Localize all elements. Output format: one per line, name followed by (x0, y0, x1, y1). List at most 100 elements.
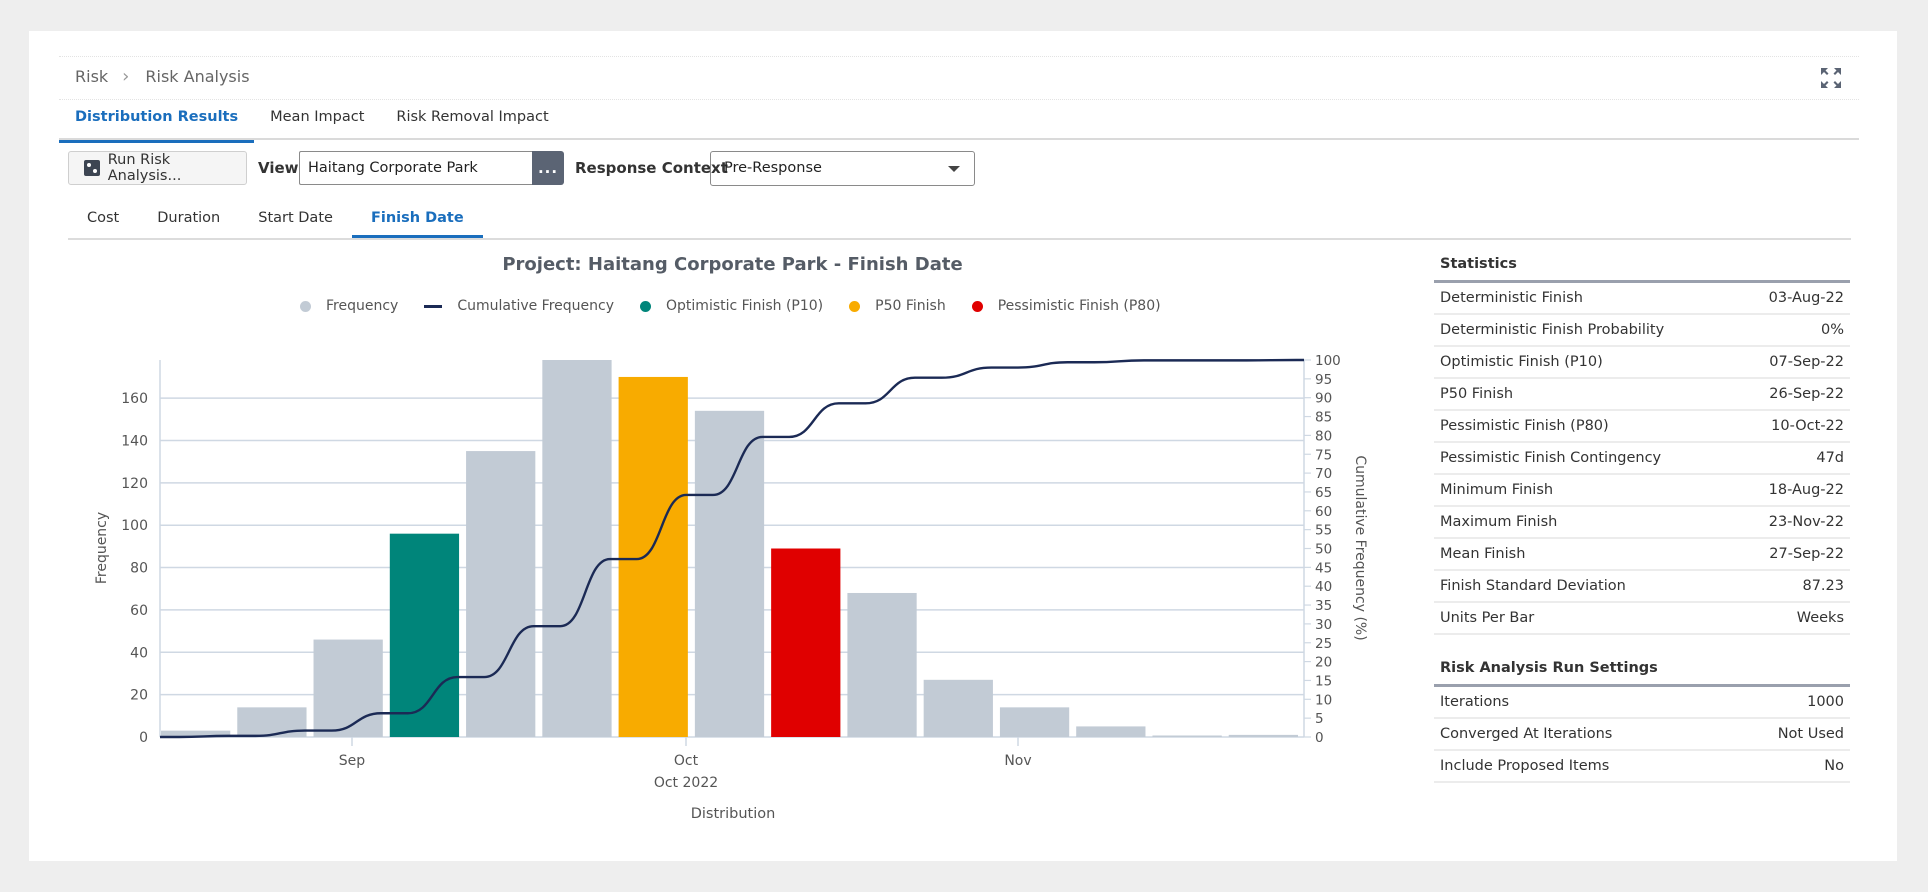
stat-value: 87.23 (1802, 578, 1844, 594)
dice-icon (84, 160, 100, 176)
stat-row: Include Proposed Items No (1434, 751, 1850, 783)
stat-row: Pessimistic Finish Contingency 47d (1434, 443, 1850, 475)
response-context-select[interactable]: Pre-Response (710, 151, 975, 186)
stat-row: Minimum Finish 18-Aug-22 (1434, 475, 1850, 507)
stat-row: Pessimistic Finish (P80) 10-Oct-22 (1434, 411, 1850, 443)
stat-label: Deterministic Finish (1440, 290, 1583, 306)
stat-row: Iterations 1000 (1434, 687, 1850, 719)
legend-label: Cumulative Frequency (457, 298, 615, 314)
bar-freq[interactable] (694, 410, 765, 737)
stat-row: Finish Standard Deviation 87.23 (1434, 571, 1850, 603)
stat-row: Optimistic Finish (P10) 07-Sep-22 (1434, 347, 1850, 379)
run-risk-analysis-label: Run Risk Analysis... (107, 152, 182, 184)
stat-value: 27-Sep-22 (1769, 546, 1844, 562)
statistics-title: Statistics (1434, 256, 1850, 283)
caret-down-icon (948, 166, 960, 172)
view-input[interactable]: Haitang Corporate Park (299, 151, 532, 185)
response-context-label: Response Context (575, 159, 728, 177)
bar-p50[interactable] (618, 376, 688, 737)
stat-row: Maximum Finish 23-Nov-22 (1434, 507, 1850, 539)
stat-value: 18-Aug-22 (1768, 482, 1844, 498)
run-settings-title: Risk Analysis Run Settings (1434, 660, 1850, 687)
tab-distribution-results[interactable]: Distribution Results (59, 104, 255, 143)
bar-freq[interactable] (999, 707, 1070, 737)
subtab-cost[interactable]: Cost (87, 210, 120, 226)
stat-value: Not Used (1777, 726, 1844, 742)
legend-frequency[interactable]: Frequency (300, 298, 398, 314)
stat-row: Deterministic Finish Probability 0% (1434, 315, 1850, 347)
bar-freq[interactable] (237, 707, 307, 737)
bar-p10[interactable] (389, 533, 460, 737)
fullscreen-arrows-icon (1821, 68, 1841, 88)
stat-value: 07-Sep-22 (1769, 354, 1844, 370)
stat-value: 03-Aug-22 (1768, 290, 1844, 306)
chart-legend: Frequency Cumulative Frequency Optimisti… (300, 298, 1187, 314)
stat-value: 1000 (1807, 694, 1844, 710)
bar-freq[interactable] (1152, 735, 1222, 738)
run-risk-analysis-button[interactable]: Run Risk Analysis... (68, 151, 247, 185)
bar-freq[interactable] (466, 451, 536, 737)
metric-tabs: Cost Duration Start Date Finish Date (68, 204, 483, 239)
bar-freq[interactable] (923, 679, 993, 737)
chevron-right-icon: › (122, 66, 130, 87)
circle-icon (849, 300, 861, 312)
stat-label: Minimum Finish (1440, 482, 1554, 498)
divider (59, 56, 1859, 57)
breadcrumb: Risk › Risk Analysis (75, 66, 250, 87)
stat-label: Mean Finish (1440, 546, 1526, 562)
response-context-value: Pre-Response (724, 160, 822, 176)
subtab-duration[interactable]: Duration (157, 210, 221, 226)
run-settings-table: Risk Analysis Run Settings Iterations 100… (1434, 660, 1850, 783)
tabs-divider (59, 138, 1859, 140)
breadcrumb-risk[interactable]: Risk (75, 67, 109, 86)
subtab-finish-date[interactable]: Finish Date (351, 204, 483, 239)
bar-freq[interactable] (1228, 734, 1298, 737)
chart-title: Project: Haitang Corporate Park - Finish… (502, 254, 963, 275)
stat-row: Converged At Iterations Not Used (1434, 719, 1850, 751)
divider (59, 99, 1859, 100)
circle-icon (300, 300, 311, 312)
legend-optimistic-finish[interactable]: Optimistic Finish (P10) (640, 298, 823, 314)
stat-label: P50 Finish (1440, 386, 1514, 402)
stat-row: Mean Finish 27-Sep-22 (1434, 539, 1850, 571)
stat-label: Units Per Bar (1440, 610, 1535, 626)
expand-icon[interactable] (1819, 66, 1843, 90)
stat-label: Maximum Finish (1440, 514, 1558, 530)
subtabs-divider (68, 238, 1851, 240)
legend-cumulative-frequency[interactable]: Cumulative Frequency (424, 298, 614, 314)
stat-value: No (1824, 758, 1844, 774)
stat-value: 26-Sep-22 (1769, 386, 1844, 402)
subtab-start-date[interactable]: Start Date (258, 210, 333, 226)
view-browse-button[interactable]: ... (532, 151, 564, 185)
bar-freq[interactable] (313, 639, 383, 737)
legend-p50-finish[interactable]: P50 Finish (849, 298, 946, 314)
legend-pessimistic-finish[interactable]: Pessimistic Finish (P80) (971, 298, 1161, 314)
bar-p80[interactable] (771, 548, 841, 738)
circle-icon (971, 300, 983, 312)
bar-freq[interactable] (161, 730, 231, 737)
circle-icon (640, 300, 652, 312)
stat-value: 10-Oct-22 (1771, 418, 1844, 434)
statistics-table: Statistics Deterministic Finish 03-Aug-22… (1434, 256, 1850, 635)
stat-label: Pessimistic Finish Contingency (1440, 450, 1662, 466)
stat-label: Iterations (1440, 694, 1510, 710)
bar-freq[interactable] (542, 360, 612, 737)
stat-row: Deterministic Finish 03-Aug-22 (1434, 283, 1850, 315)
main-tabs: Distribution Results Mean Impact Risk Re… (59, 104, 565, 143)
stat-row: Units Per Bar Weeks (1434, 603, 1850, 635)
legend-label: Pessimistic Finish (P80) (997, 298, 1161, 314)
tab-risk-removal-impact[interactable]: Risk Removal Impact (396, 109, 549, 125)
breadcrumb-risk-analysis: Risk Analysis (145, 67, 250, 86)
bar-freq[interactable] (847, 592, 917, 737)
stat-value: 0% (1820, 322, 1844, 338)
stat-label: Deterministic Finish Probability (1440, 322, 1665, 338)
bar-freq[interactable] (1076, 726, 1146, 737)
tab-mean-impact[interactable]: Mean Impact (270, 109, 365, 125)
stat-row: P50 Finish 26-Sep-22 (1434, 379, 1850, 411)
stat-label: Converged At Iterations (1440, 726, 1613, 742)
stat-value: 23-Nov-22 (1768, 514, 1844, 530)
legend-label: Optimistic Finish (P10) (666, 298, 824, 314)
legend-label: Frequency (326, 298, 399, 314)
line-icon (424, 304, 443, 308)
stat-value: 47d (1816, 450, 1844, 466)
